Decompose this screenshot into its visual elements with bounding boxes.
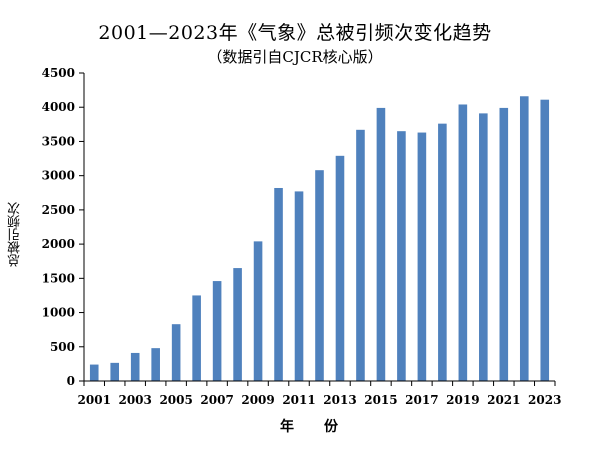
y-tick-label: 2500: [42, 203, 75, 217]
bar-2006: [192, 295, 201, 381]
y-tick-label: 3500: [42, 134, 75, 148]
x-tick-label: 2009: [241, 393, 274, 407]
bar-2020: [479, 113, 488, 381]
chart-title: 2001—2023年《气象》总被引频次变化趋势: [98, 22, 492, 44]
chart-subtitle: （数据引自CJCR核心版）: [207, 48, 383, 66]
y-tick-label: 3000: [42, 169, 75, 183]
y-tick-label: 500: [50, 340, 75, 354]
x-tick-label: 2023: [528, 393, 561, 407]
x-tick-label: 2017: [405, 393, 438, 407]
bar-2014: [356, 129, 365, 381]
bar-2007: [212, 281, 222, 381]
bar-2018: [438, 123, 447, 382]
bar-2013: [335, 155, 345, 381]
bar-2021: [499, 107, 509, 381]
x-tick-label: 2019: [446, 393, 479, 407]
x-tick-label: 2021: [487, 393, 520, 407]
x-tick-label: 2015: [364, 393, 397, 407]
bar-2005: [171, 324, 181, 381]
x-axis-title: 年 份: [280, 419, 346, 435]
x-tick-label: 2001: [78, 393, 111, 407]
x-tick-label: 2011: [282, 393, 315, 407]
y-tick-label: 2000: [42, 237, 75, 251]
x-tick-label: 2005: [159, 393, 192, 407]
y-tick-label: 4500: [42, 66, 75, 80]
bar-2002: [110, 362, 120, 381]
x-tick-label: 2003: [118, 393, 151, 407]
bar-2016: [397, 131, 406, 381]
plot-area: 0 500 1000 1500 2000 2500 3000 3500 4000 4500 2001…: [42, 66, 562, 407]
bar-2023: [540, 99, 550, 381]
bar-2019: [458, 104, 468, 381]
bar-2011: [294, 191, 304, 381]
bar-2003: [130, 352, 140, 381]
bar-2001: [89, 364, 99, 381]
bar-2009: [253, 241, 263, 381]
x-tick-label: 2007: [200, 393, 233, 407]
bar-2010: [274, 187, 283, 381]
bar-2012: [315, 170, 324, 381]
y-tick-label: 1500: [42, 271, 75, 285]
bar-2022: [519, 96, 529, 382]
y-tick-label: 4000: [42, 100, 75, 114]
y-tick-label: 0: [67, 374, 75, 388]
x-tick-label: 2013: [323, 393, 356, 407]
y-tick-label: 1000: [42, 306, 75, 320]
bar-2015: [376, 107, 386, 381]
bar-2017: [417, 132, 427, 381]
bar-2004: [151, 348, 160, 381]
bar-2008: [233, 268, 242, 381]
